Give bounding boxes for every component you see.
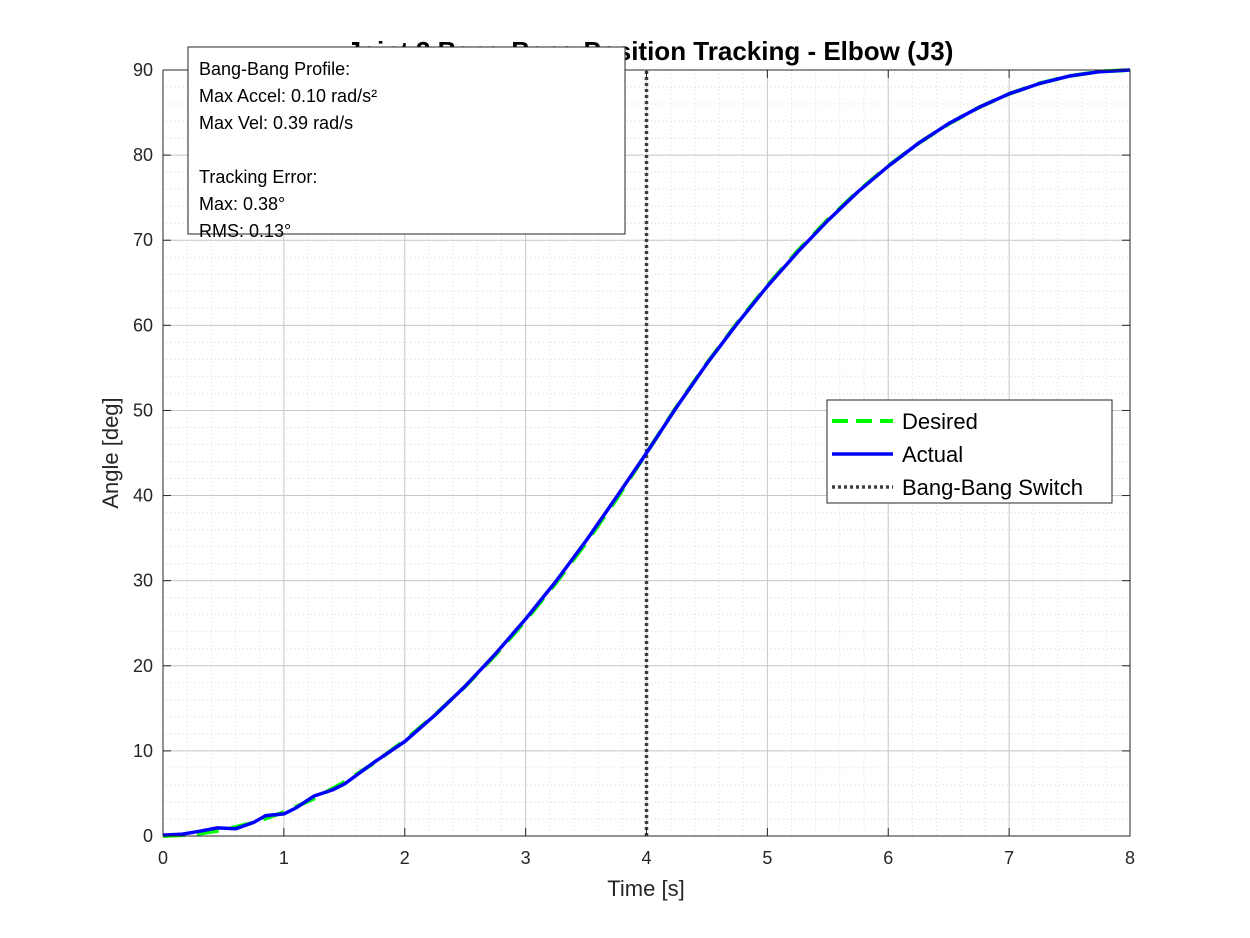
legend-label-desired: Desired (902, 409, 978, 434)
x-tick-label: 6 (883, 848, 893, 868)
y-tick-labels: 0 10 20 30 40 50 60 70 80 90 (133, 60, 153, 846)
y-tick-label: 80 (133, 145, 153, 165)
y-tick-label: 10 (133, 741, 153, 761)
annotation-box-frame (187, 46, 626, 235)
x-tick-labels: 0 1 2 3 4 5 6 7 8 (158, 848, 1135, 868)
annotation-line: Bang-Bang Profile: (199, 59, 350, 79)
x-tick-label: 5 (762, 848, 772, 868)
y-tick-label: 40 (133, 486, 153, 506)
series-layer (162, 68, 1131, 838)
legend-label-bang-bang-switch: Bang-Bang Switch (902, 475, 1083, 500)
annotation-text: Bang-Bang Profile: Max Accel: 0.10 rad/s²… (199, 59, 377, 241)
tick-marks (162, 69, 1131, 837)
annotation-line: Max Vel: 0.39 rad/s (199, 113, 353, 133)
annotation-line: Tracking Error: (199, 167, 317, 187)
x-tick-label: 8 (1125, 848, 1135, 868)
y-tick-label: 20 (133, 656, 153, 676)
y-tick-label: 70 (133, 230, 153, 250)
legend: Desired Actual Bang-Bang Switch (826, 399, 1113, 504)
annotation-line: Max: 0.38° (199, 194, 285, 214)
y-tick-label: 0 (143, 826, 153, 846)
x-tick-label: 4 (641, 848, 651, 868)
annotation-line: Max Accel: 0.10 rad/s² (199, 86, 377, 106)
x-tick-label: 3 (521, 848, 531, 868)
x-tick-label: 1 (279, 848, 289, 868)
annotation-box: Bang-Bang Profile: Max Accel: 0.10 rad/s²… (187, 46, 626, 241)
y-tick-label: 50 (133, 400, 153, 420)
legend-items: Desired Actual Bang-Bang Switch (832, 409, 1083, 500)
x-tick-label: 0 (158, 848, 168, 868)
y-tick-label: 30 (133, 571, 153, 591)
y-axis-label: Angle [deg] (98, 397, 123, 508)
y-tick-label: 90 (133, 60, 153, 80)
x-tick-label: 7 (1004, 848, 1014, 868)
annotation-line: RMS: 0.13° (199, 221, 291, 241)
y-tick-label: 60 (133, 315, 153, 335)
legend-label-actual: Actual (902, 442, 963, 467)
x-tick-label: 2 (400, 848, 410, 868)
x-axis-label: Time [s] (607, 876, 684, 901)
series-line-actual (162, 68, 1131, 837)
